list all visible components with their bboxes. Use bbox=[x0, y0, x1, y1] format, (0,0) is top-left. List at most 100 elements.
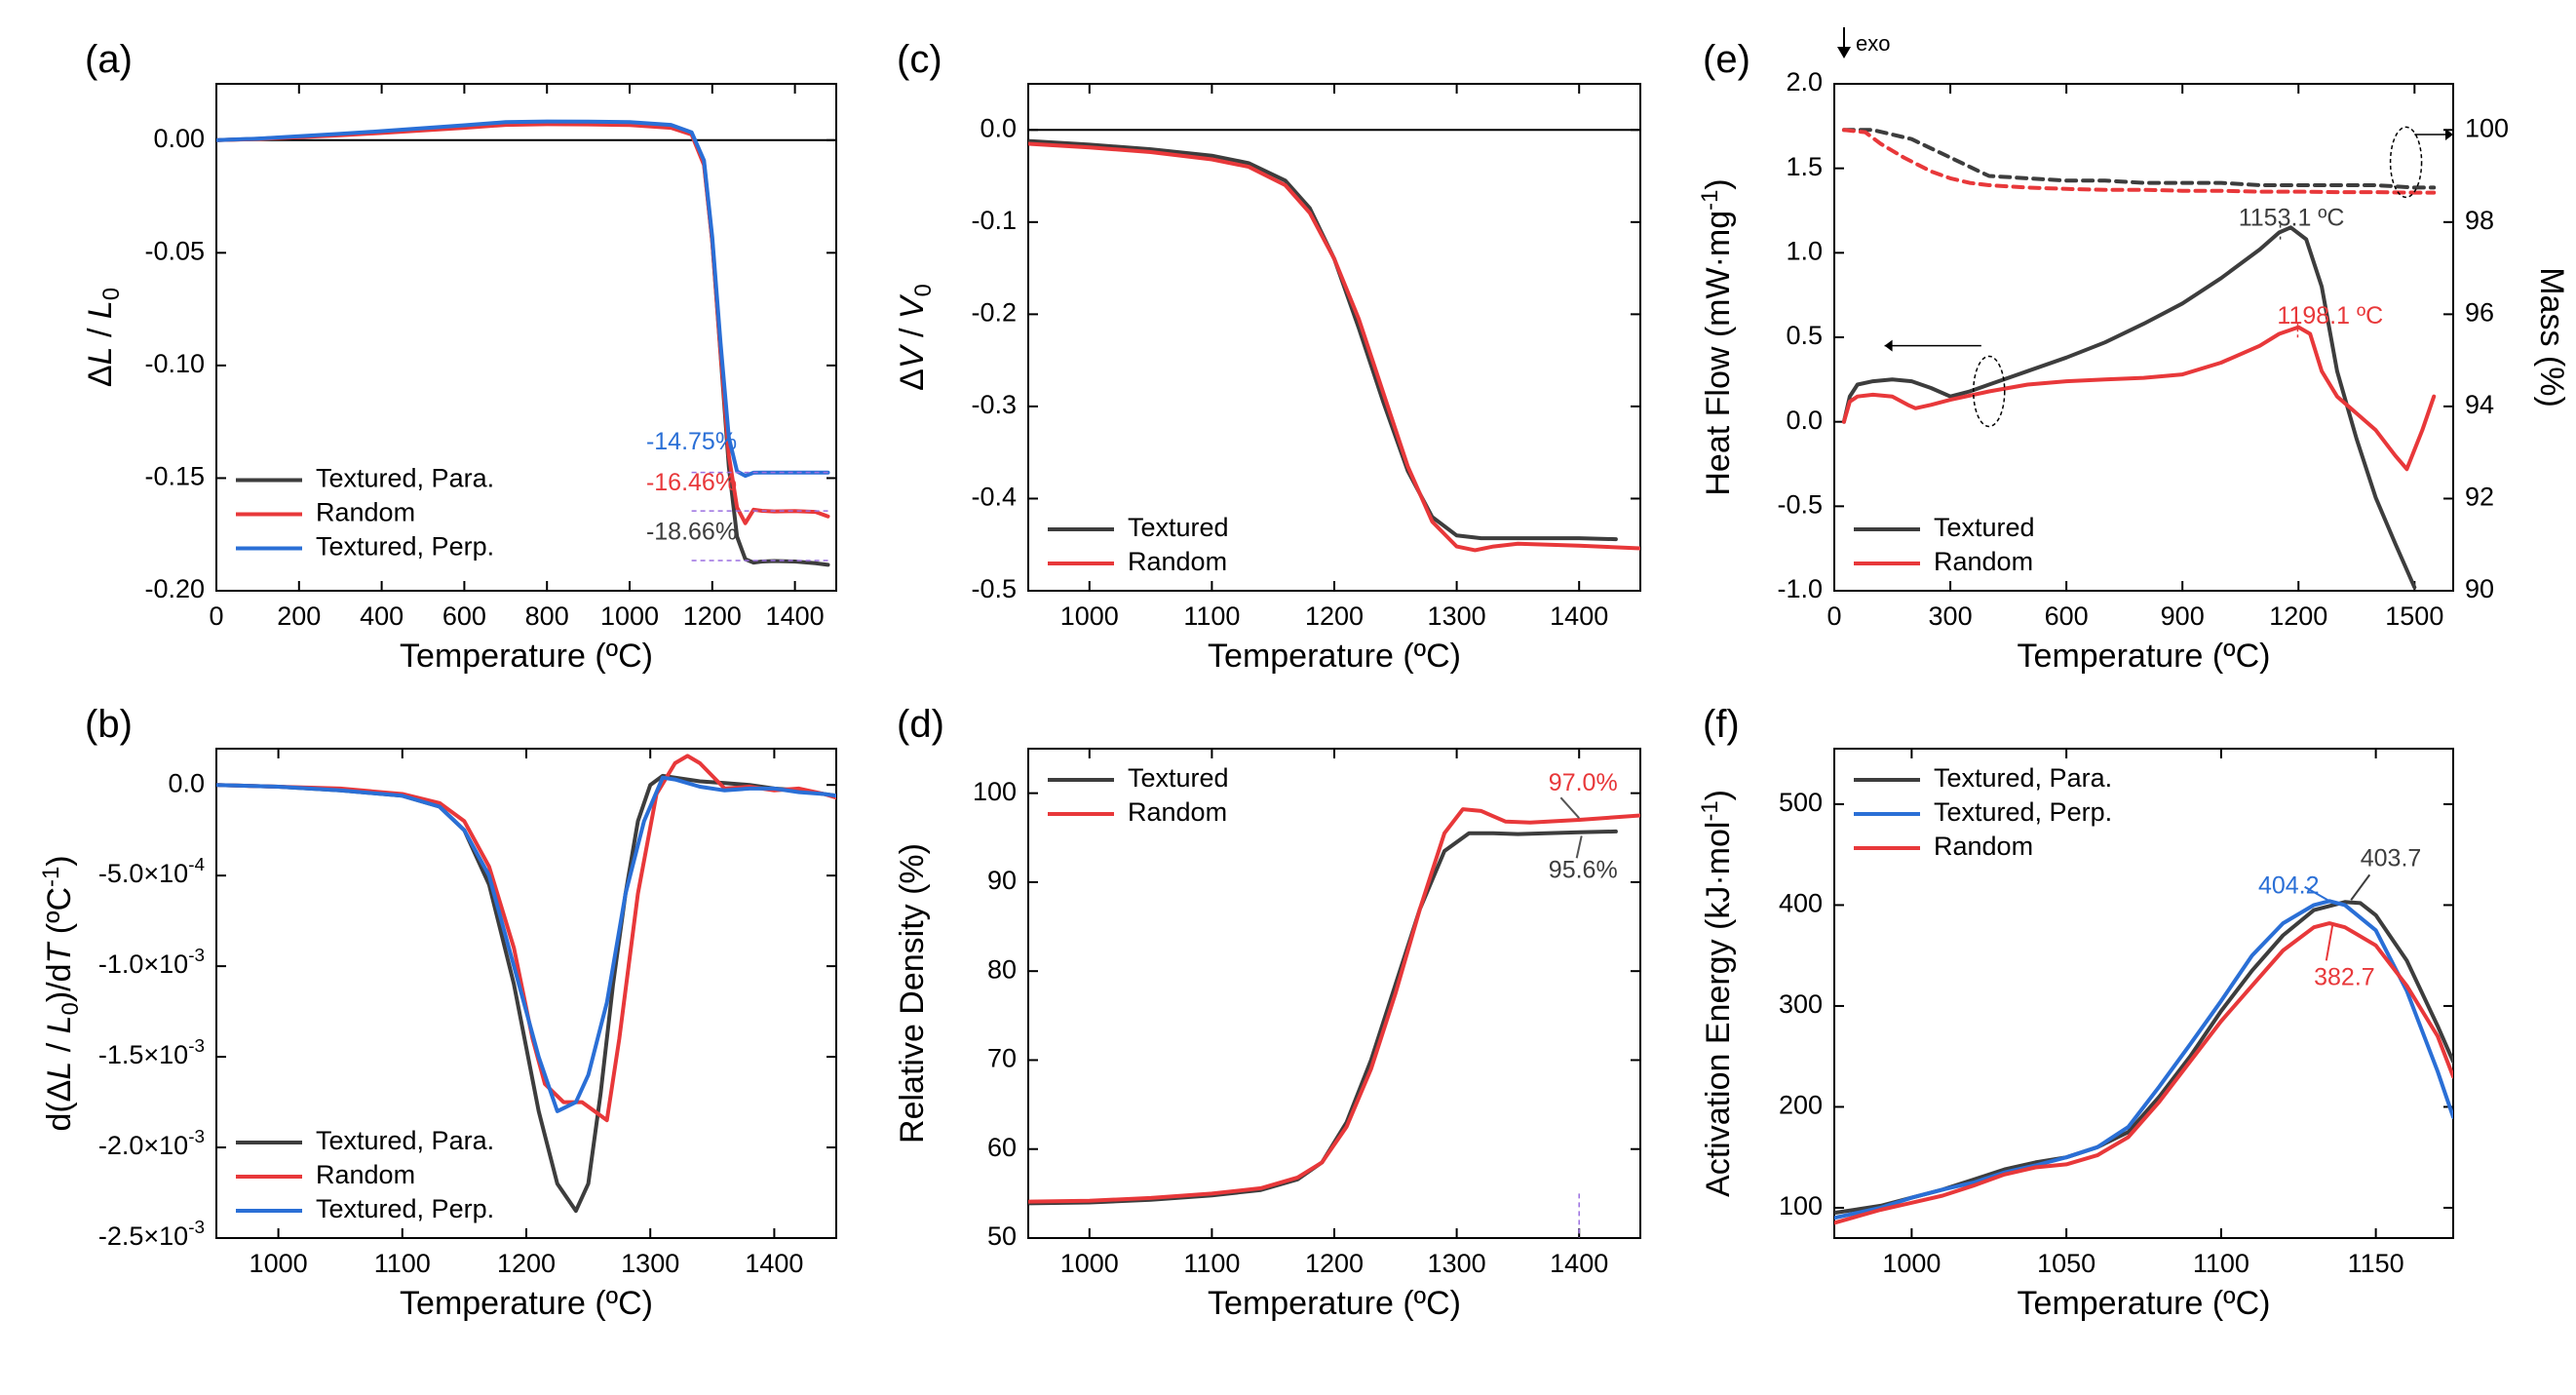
panel-label: (f) bbox=[1703, 703, 1740, 746]
x-tick-label: 600 bbox=[2045, 601, 2089, 631]
annotation-label: 95.6% bbox=[1549, 857, 1618, 884]
tick-mantissa: -5.0×10 bbox=[98, 859, 188, 888]
tick-label: -0.2 bbox=[971, 297, 1017, 327]
x-axis-label: Temperature (ºC) bbox=[1208, 1285, 1461, 1322]
label-part: -1 bbox=[38, 867, 64, 887]
legend-label: Textured bbox=[1128, 513, 1229, 542]
y-axis-label: ΔL / L0 bbox=[82, 288, 125, 387]
x-tick-label: 1300 bbox=[1428, 1249, 1486, 1278]
y2-tick-label: 90 bbox=[2465, 574, 2494, 603]
tick-label: 2.0 bbox=[1786, 67, 1823, 97]
label-part: -1 bbox=[1697, 190, 1723, 211]
x-tick-label: 1050 bbox=[2037, 1249, 2095, 1278]
x-tick-label: 1300 bbox=[1428, 601, 1486, 631]
tick-exponent: -4 bbox=[188, 855, 205, 875]
chart-panel-b: 1000 1100 1200 1300 14000.0-5.0×10-4-1.0×10-… bbox=[38, 703, 837, 1322]
x-tick-label: 1100 bbox=[1183, 601, 1240, 631]
y2-tick-label: 98 bbox=[2465, 206, 2494, 235]
panel-label: (e) bbox=[1703, 38, 1750, 81]
x-tick-label: 1200 bbox=[1305, 1249, 1364, 1278]
legend-label: Textured, Perp. bbox=[1934, 797, 2112, 827]
label-part: V bbox=[894, 293, 931, 319]
annotation-label: 382.7 bbox=[2314, 964, 2375, 991]
tick-label: -0.15 bbox=[144, 462, 205, 491]
legend-label: Textured, Perp. bbox=[316, 532, 494, 562]
label-part: T bbox=[41, 941, 78, 963]
x-tick-label: 1200 bbox=[497, 1249, 556, 1278]
x-tick-label: 1000 bbox=[1060, 1249, 1119, 1278]
panel-label: (a) bbox=[85, 38, 133, 81]
panel-label: (d) bbox=[897, 703, 944, 746]
tick-exponent: -3 bbox=[188, 946, 205, 966]
x-tick-label: 1150 bbox=[2348, 1249, 2404, 1278]
label-part: (ºC bbox=[41, 887, 78, 944]
tick-label: -2.0×10-3 bbox=[98, 1127, 205, 1160]
plot-area bbox=[216, 119, 836, 567]
annotation-label: 1198.1 ºC bbox=[2277, 302, 2383, 329]
series-line-textured-perp- bbox=[216, 775, 836, 1113]
annotation-label: 97.0% bbox=[1549, 769, 1618, 796]
tick-label: -1.0 bbox=[1777, 574, 1823, 603]
series-line-random-mass bbox=[1841, 128, 2437, 195]
annotation-label: 404.2 bbox=[2258, 872, 2320, 899]
x-tick-label: 1000 bbox=[600, 601, 659, 631]
tick-exponent: -3 bbox=[188, 1127, 205, 1147]
tick-label: 0.5 bbox=[1786, 321, 1823, 350]
x-tick-label: 1000 bbox=[1060, 601, 1119, 631]
legend-label: Random bbox=[1128, 797, 1227, 827]
x-tick-label: 1500 bbox=[2385, 601, 2443, 631]
pointer-arrow bbox=[1559, 796, 1580, 819]
tick-label: 200 bbox=[1779, 1091, 1823, 1120]
tick-label: -0.4 bbox=[971, 483, 1017, 512]
annotation-label: -16.46% bbox=[646, 469, 737, 496]
annotation-label: -18.66% bbox=[646, 519, 737, 546]
tick-label: 90 bbox=[987, 866, 1017, 895]
x-tick-label: 1100 bbox=[1183, 1249, 1240, 1278]
x-tick-label: 1400 bbox=[1550, 601, 1608, 631]
series-line-random bbox=[1028, 141, 1640, 553]
series-line-textured-perp- bbox=[1834, 899, 2453, 1221]
legend-label: Random bbox=[316, 1160, 415, 1189]
tick-label: 60 bbox=[987, 1133, 1017, 1162]
label-part: / bbox=[82, 319, 119, 346]
legend-label: Textured, Para. bbox=[1934, 763, 2112, 793]
heatflow-axis-arrow-head bbox=[1884, 339, 1893, 352]
legend-label: Random bbox=[1128, 547, 1227, 576]
label-part: ) bbox=[1700, 178, 1737, 189]
panel-label: (c) bbox=[897, 38, 942, 81]
legend-label: Random bbox=[1934, 547, 2033, 576]
mass-curve-marker bbox=[2389, 126, 2423, 199]
tick-label: 0.0 bbox=[1786, 406, 1823, 435]
plot-frame bbox=[1027, 83, 1641, 592]
mass-axis-arrow-head bbox=[2445, 129, 2453, 140]
label-part: V bbox=[894, 343, 931, 368]
series-line-random bbox=[216, 754, 836, 1123]
label-part: / bbox=[41, 1033, 78, 1061]
x-tick-label: 1100 bbox=[374, 1249, 431, 1278]
label-part: Δ bbox=[82, 365, 119, 387]
series-line-textured-perp- bbox=[216, 119, 830, 479]
label-part: L bbox=[82, 300, 119, 319]
tick-label: -0.5 bbox=[1777, 489, 1823, 519]
x-tick-label: 1400 bbox=[1550, 1249, 1608, 1278]
exo-label: exo bbox=[1856, 31, 1890, 56]
heatflow-curve-marker bbox=[1973, 355, 2006, 428]
plot-area bbox=[1028, 807, 1640, 1206]
series-line-textured-mass bbox=[1841, 128, 2437, 190]
label-part: ) bbox=[1700, 790, 1737, 800]
annotation-label: 403.7 bbox=[2361, 844, 2422, 872]
legend-label: Textured bbox=[1934, 513, 2035, 542]
x-tick-label: 1200 bbox=[683, 601, 742, 631]
x-axis-label: Temperature (ºC) bbox=[1208, 638, 1461, 675]
x-tick-label: 0 bbox=[209, 601, 223, 631]
series-line-random bbox=[1834, 921, 2453, 1225]
pointer-arrow bbox=[2325, 924, 2334, 961]
series-line-random bbox=[1028, 807, 1640, 1204]
y-axis-label: Heat Flow (mW·mg-1) bbox=[1697, 178, 1737, 495]
tick-label: 50 bbox=[987, 1221, 1017, 1251]
label-part: L bbox=[82, 346, 119, 365]
series-line-textured-para- bbox=[216, 773, 836, 1214]
chart-panel-e: 0 300 600 900 1200 1500 -1.0 -0.5 0.0 0.5 1.0 1.5 2.… bbox=[1697, 27, 2570, 675]
label-part: L bbox=[41, 1062, 78, 1080]
